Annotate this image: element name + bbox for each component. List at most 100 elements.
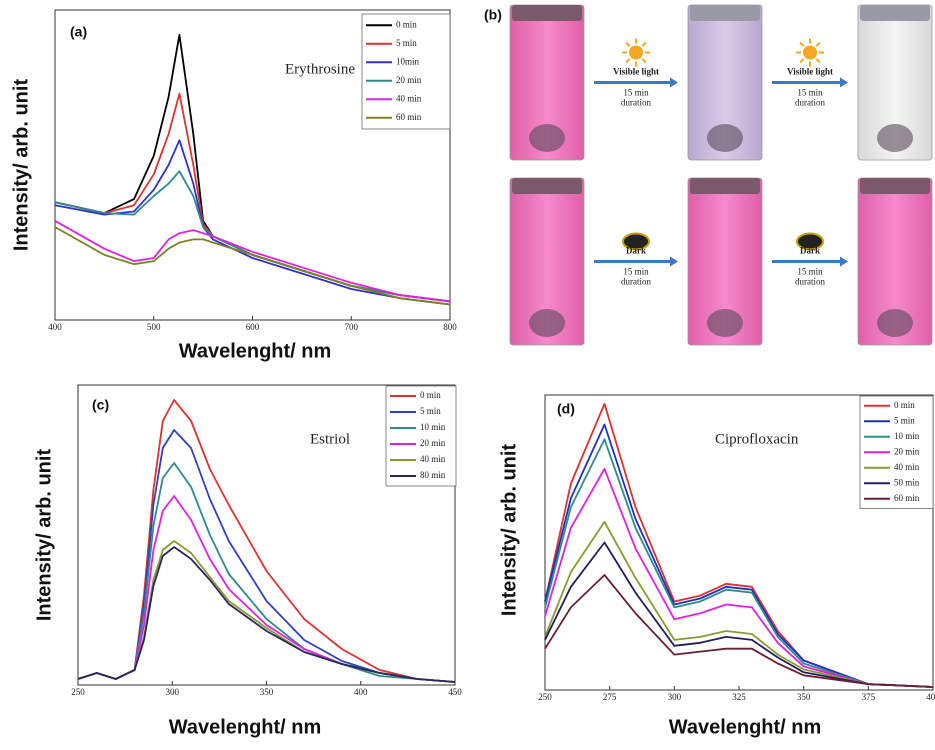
sun-ray (799, 41, 805, 47)
stir-bar (877, 309, 913, 337)
dark-icon (796, 232, 824, 251)
cuvette-cap (860, 5, 930, 21)
legend-label: 60 min (396, 112, 422, 122)
stir-bar (529, 124, 565, 152)
legend-label: 40 min (396, 93, 422, 103)
series-line (54, 226, 451, 306)
sun-icon (803, 45, 817, 60)
x-tick-label: 450 (448, 687, 462, 697)
arrow-label: Visible light (613, 67, 659, 77)
legend-label: 10 min (420, 422, 446, 432)
cuvette-cap (512, 5, 582, 21)
panel-label: (c) (92, 397, 109, 413)
x-tick-label: 250 (538, 692, 552, 702)
sun-ray (625, 58, 631, 64)
x-tick-label: 300 (668, 692, 682, 702)
series-line (54, 170, 451, 303)
series-line (54, 139, 451, 306)
duration: 15 min (797, 267, 823, 277)
legend-box (385, 385, 457, 487)
y-axis-label: Intensity/ arb. unit (33, 449, 55, 622)
cuvette-cap (690, 178, 760, 194)
series-line (77, 540, 456, 683)
x-tick-label: 400 (926, 692, 935, 702)
arrow-label: Dark (626, 246, 646, 256)
legend-label: 80 min (420, 470, 446, 480)
cuvette-cap (860, 178, 930, 194)
series-line (544, 521, 934, 688)
duration: duration (795, 98, 825, 108)
duration: 15 min (623, 88, 649, 98)
x-axis-label: Wavelenght/ nm (169, 716, 322, 738)
series-line (54, 220, 451, 303)
duration: 15 min (623, 267, 649, 277)
sun-ray (815, 41, 821, 47)
sun-ray (641, 41, 647, 47)
legend-label: 10 min (894, 431, 920, 441)
sun-ray (641, 58, 647, 64)
x-axis-label: Wavelenght/ nm (179, 340, 332, 362)
series-line (77, 546, 456, 683)
x-tick-label: 400 (354, 687, 368, 697)
series-line (544, 423, 934, 688)
legend-label: 0 min (420, 390, 441, 400)
series-line (77, 462, 456, 683)
cuvette-cap (512, 178, 582, 194)
series-line (544, 467, 934, 688)
x-tick-label: 250 (71, 687, 85, 697)
legend-label: 60 min (894, 493, 920, 503)
x-tick-label: 300 (166, 687, 180, 697)
y-axis-label: Intensity/ arb. unit (10, 79, 32, 252)
annotation: Ciprofloxacin (715, 431, 799, 447)
panel-label: (d) (557, 401, 575, 417)
stir-bar (707, 309, 743, 337)
panel-label: (a) (70, 24, 87, 40)
series-line (544, 541, 934, 688)
dark-icon (622, 232, 650, 251)
x-axis-label: Wavelenght/ nm (669, 716, 822, 738)
x-tick-label: 350 (260, 687, 274, 697)
sun-ray (625, 41, 631, 47)
x-tick-label: 800 (443, 322, 457, 332)
legend-label: 5 min (420, 406, 441, 416)
x-tick-label: 400 (48, 322, 62, 332)
x-tick-label: 350 (797, 692, 811, 702)
legend-label: 5 min (894, 415, 915, 425)
sun-ray (799, 58, 805, 64)
stir-bar (529, 309, 565, 337)
legend-label: 20 min (894, 446, 920, 456)
arrow-head (670, 77, 678, 88)
sun-icon (629, 45, 643, 60)
duration: 15 min (797, 88, 823, 98)
annotation: Erythrosine (285, 61, 355, 77)
annotation: Estriol (310, 431, 350, 447)
series-line (77, 495, 456, 683)
duration: duration (621, 277, 651, 287)
legend-label: 20 min (420, 438, 446, 448)
x-tick-label: 600 (246, 322, 260, 332)
series-line (544, 574, 934, 688)
panel-label: (b) (484, 7, 502, 23)
sun-ray (815, 58, 821, 64)
legend-label: 0 min (894, 400, 915, 410)
legend-box (361, 13, 451, 130)
y-axis-label: Intensity/ arb. unit (498, 444, 520, 617)
legend-label: 40 min (420, 454, 446, 464)
arrow-label: Visible light (787, 67, 833, 77)
legend-label: 50 min (894, 477, 920, 487)
x-tick-label: 700 (345, 322, 359, 332)
stir-bar (877, 124, 913, 152)
x-tick-label: 375 (862, 692, 876, 702)
legend-label: 0 min (396, 19, 417, 29)
legend-label: 10min (396, 56, 420, 66)
arrow-head (670, 256, 678, 267)
duration: duration (621, 98, 651, 108)
arrow-label: Dark (800, 246, 820, 256)
legend-label: 20 min (396, 75, 422, 85)
x-tick-label: 500 (147, 322, 161, 332)
duration: duration (795, 277, 825, 287)
x-tick-label: 325 (732, 692, 746, 702)
stir-bar (707, 124, 743, 152)
legend-label: 40 min (894, 462, 920, 472)
